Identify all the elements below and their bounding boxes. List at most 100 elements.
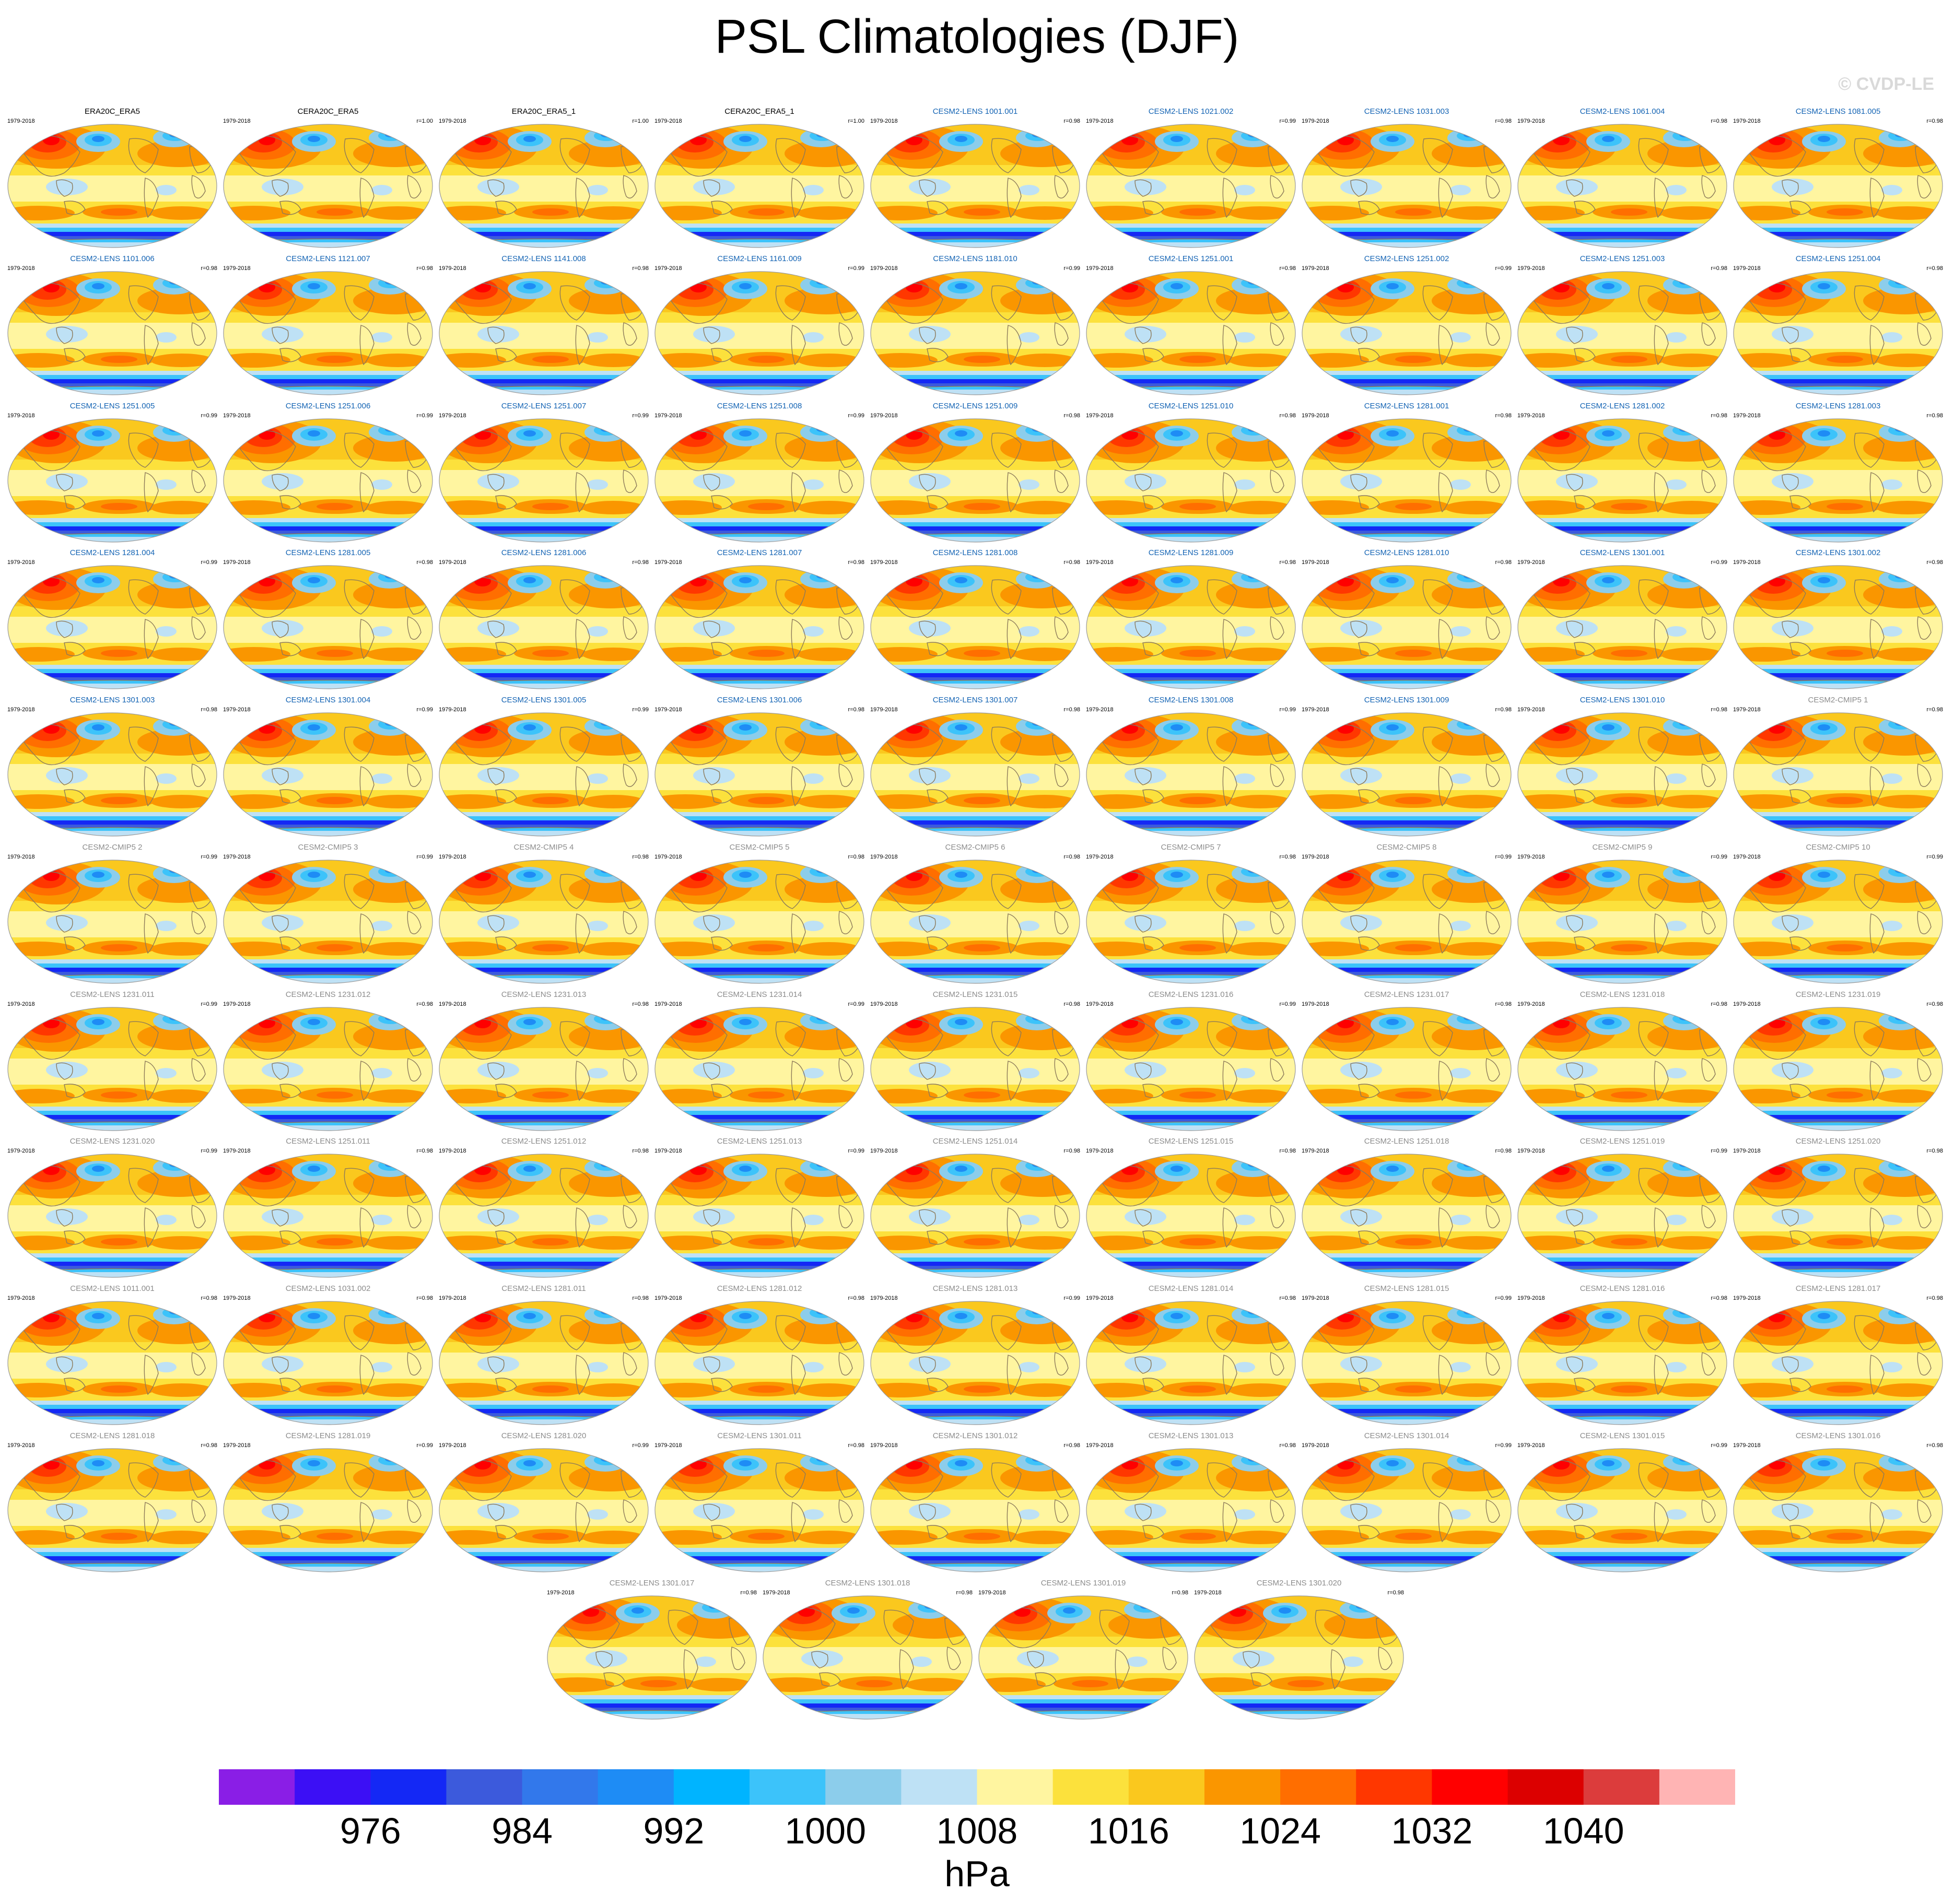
psl-map <box>763 1595 973 1720</box>
panel-correlation: r=0.98 <box>956 1590 973 1596</box>
psl-map <box>1086 860 1296 984</box>
panel-years: 1979-2018 <box>7 413 35 419</box>
panel-title: CERA20C_ERA5_1 <box>724 107 794 116</box>
psl-map <box>439 271 649 395</box>
map-panel: CESM2-LENS 1021.002 1979-2018 r=0.99 <box>1084 107 1298 248</box>
panel-title: CESM2-LENS 1231.017 <box>1364 990 1449 999</box>
panel-years: 1979-2018 <box>1086 1001 1114 1007</box>
panel-years: 1979-2018 <box>223 854 251 860</box>
panel-years: 1979-2018 <box>870 1148 898 1154</box>
panel-correlation: r=0.99 <box>1495 265 1512 272</box>
psl-map <box>1733 860 1943 984</box>
map-panel: ERA20C_ERA5_1 1979-2018 r=1.00 <box>437 107 651 248</box>
panel-title: CESM2-LENS 1301.007 <box>932 696 1018 704</box>
panel-correlation: r=0.98 <box>1495 413 1512 419</box>
panel-years: 1979-2018 <box>654 1001 682 1007</box>
panel-title: CESM2-LENS 1021.002 <box>1148 107 1234 116</box>
figure-title: PSL Climatologies (DJF) <box>715 10 1239 63</box>
panel-correlation: r=0.99 <box>416 707 434 713</box>
panel-years: 1979-2018 <box>1086 707 1114 713</box>
map-panel: CESM2-LENS 1301.010 1979-2018 r=0.98 <box>1515 696 1729 837</box>
psl-map <box>439 1301 649 1425</box>
map-panel: CESM2-LENS 1281.006 1979-2018 r=0.98 <box>437 548 651 689</box>
panel-title: CESM2-LENS 1281.003 <box>1795 402 1881 410</box>
panel-title: CESM2-LENS 1251.005 <box>69 402 155 410</box>
panel-title: CESM2-CMIP5 3 <box>298 843 358 852</box>
panel-correlation: r=0.98 <box>1926 1295 1944 1301</box>
panel-title: CESM2-LENS 1251.010 <box>1148 402 1234 410</box>
panel-title: CESM2-LENS 1301.011 <box>717 1431 802 1440</box>
colorbar-tick-label: 976 <box>340 1811 401 1851</box>
panel-correlation: r=0.99 <box>1279 118 1296 124</box>
psl-map <box>654 860 864 984</box>
map-panel: CESM2-LENS 1301.011 1979-2018 r=0.98 <box>652 1431 867 1572</box>
map-panel: CESM2-LENS 1251.005 1979-2018 r=0.99 <box>5 402 219 543</box>
panel-correlation: r=0.98 <box>201 707 218 713</box>
panel-years: 1979-2018 <box>870 265 898 272</box>
psl-map <box>654 565 864 689</box>
panel-correlation: r=0.98 <box>632 559 649 566</box>
map-panel: ERA20C_ERA5 1979-2018 <box>5 107 219 248</box>
panel-years: 1979-2018 <box>1733 1295 1761 1301</box>
colorbar-swatch <box>295 1769 371 1805</box>
panel-title: CESM2-LENS 1301.009 <box>1364 696 1449 704</box>
colorbar-tick-label: 992 <box>643 1811 705 1851</box>
colorbar-swatch <box>1280 1769 1356 1805</box>
panel-correlation: r=0.98 <box>1063 854 1081 860</box>
panel-title: CESM2-LENS 1301.013 <box>1148 1431 1234 1440</box>
panel-correlation: r=0.99 <box>1495 1295 1512 1301</box>
panel-title: CESM2-LENS 1301.002 <box>1795 548 1881 557</box>
panel-years: 1979-2018 <box>223 265 251 272</box>
map-panel: CESM2-CMIP5 4 1979-2018 r=0.98 <box>437 843 651 984</box>
map-panel: CESM2-LENS 1251.007 1979-2018 r=0.99 <box>437 402 651 543</box>
map-panel: CESM2-LENS 1251.018 1979-2018 r=0.98 <box>1300 1137 1514 1278</box>
colorbar-tick-label: 984 <box>492 1811 553 1851</box>
psl-map <box>223 860 433 984</box>
panel-title: CESM2-LENS 1301.006 <box>717 696 802 704</box>
panel-title: CESM2-LENS 1301.019 <box>1040 1579 1126 1588</box>
psl-map <box>1302 1154 1512 1278</box>
psl-map <box>439 418 649 543</box>
panel-title: CESM2-LENS 1251.008 <box>717 402 802 410</box>
panel-title: CESM2-LENS 1301.010 <box>1579 696 1665 704</box>
panel-correlation: r=0.98 <box>632 265 649 272</box>
psl-map <box>1086 271 1296 395</box>
panel-years: 1979-2018 <box>1517 1148 1545 1154</box>
panel-years: 1979-2018 <box>223 1442 251 1449</box>
psl-map <box>1733 271 1943 395</box>
psl-map <box>654 124 864 248</box>
panel-years: 1979-2018 <box>870 854 898 860</box>
psl-map <box>547 1595 757 1720</box>
colorbar-swatch <box>1507 1769 1584 1805</box>
panel-years: 1979-2018 <box>870 1001 898 1007</box>
panel-years: 1979-2018 <box>1302 1001 1329 1007</box>
panel-title: CESM2-LENS 1161.009 <box>717 254 802 263</box>
psl-map <box>223 1007 433 1131</box>
psl-map <box>654 1301 864 1425</box>
psl-map <box>223 1301 433 1425</box>
panel-title: CESM2-LENS 1301.004 <box>285 696 371 704</box>
panel-correlation: r=1.00 <box>416 118 434 124</box>
colorbar <box>219 1769 1735 1805</box>
panel-correlation: r=0.99 <box>848 265 865 272</box>
map-panel: CESM2-LENS 1301.016 1979-2018 r=0.98 <box>1731 1431 1945 1572</box>
panel-title: CESM2-LENS 1281.004 <box>69 548 155 557</box>
panel-title: CESM2-LENS 1011.001 <box>70 1284 155 1293</box>
map-panel: CESM2-CMIP5 6 1979-2018 r=0.98 <box>868 843 1082 984</box>
psl-map <box>439 1007 649 1131</box>
panel-years: 1979-2018 <box>1733 118 1761 124</box>
panel-years: 1979-2018 <box>654 265 682 272</box>
panel-correlation: r=0.98 <box>1711 413 1728 419</box>
map-panel: CESM2-LENS 1281.010 1979-2018 r=0.98 <box>1300 548 1514 689</box>
psl-map <box>1302 418 1512 543</box>
panel-correlation: r=0.98 <box>1711 265 1728 272</box>
map-panel: CESM2-LENS 1181.010 1979-2018 r=0.99 <box>868 254 1082 395</box>
psl-map <box>870 1154 1080 1278</box>
panel-correlation: r=0.98 <box>1926 559 1944 566</box>
panel-title: CESM2-LENS 1231.020 <box>69 1137 155 1146</box>
panel-title: CESM2-CMIP5 7 <box>1161 843 1221 852</box>
panel-title: CESM2-LENS 1281.019 <box>285 1431 371 1440</box>
psl-map <box>1733 1154 1943 1278</box>
panel-title: CESM2-LENS 1301.001 <box>1579 548 1665 557</box>
map-panel: CESM2-CMIP5 1 1979-2018 r=0.98 <box>1731 696 1945 837</box>
